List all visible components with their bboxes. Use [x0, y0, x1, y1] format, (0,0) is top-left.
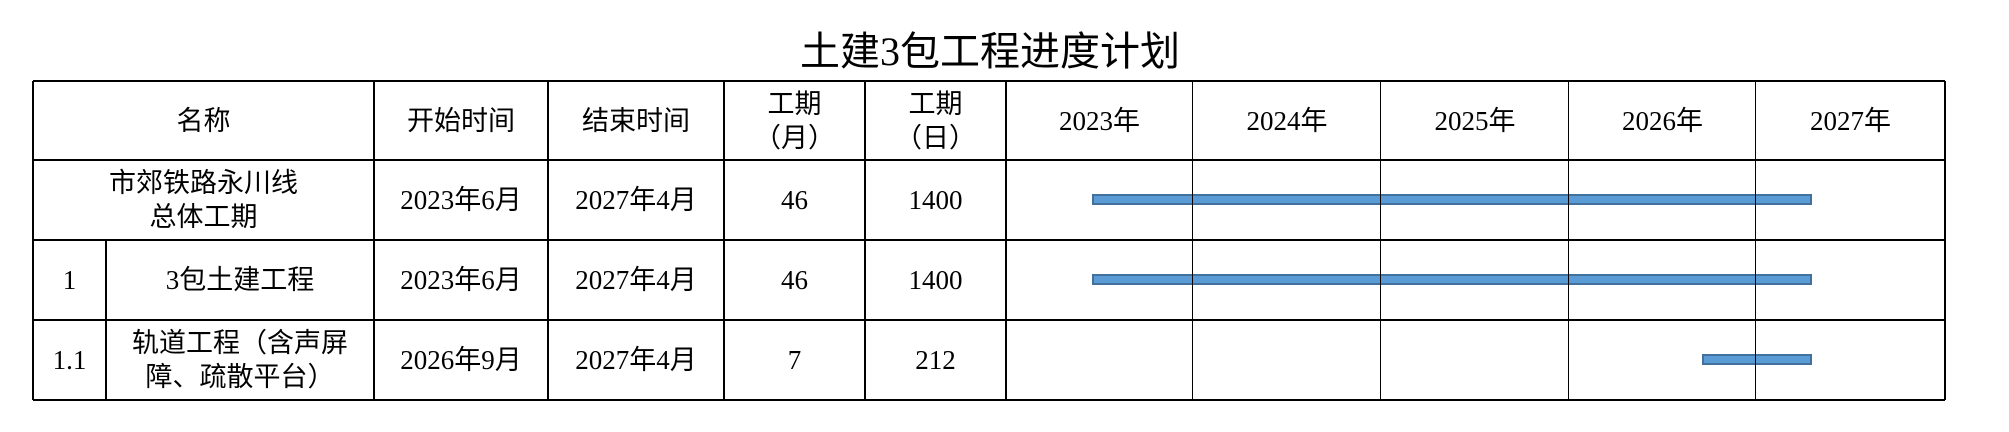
header-year-text: 2027年 [1810, 105, 1891, 136]
page-title: 土建3包工程进度计划 [800, 29, 1180, 74]
row-name-text: 轨道工程（含声屏 [132, 328, 348, 358]
row-months-text: 7 [787, 345, 802, 375]
column-divider [105, 240, 107, 400]
header-year-text: 2023年 [1059, 105, 1140, 136]
row-name: 轨道工程（含声屏 障、疏散平台） [106, 320, 374, 400]
column-divider [1192, 81, 1193, 400]
row-months-text: 46 [781, 185, 808, 215]
header-months-text: 工期 [767, 88, 822, 119]
header-name-text: 名称 [176, 105, 231, 136]
row-end: 2027年4月 [548, 160, 724, 240]
row-months: 46 [724, 160, 865, 240]
row-months-text: 46 [781, 265, 808, 295]
header-year: 2026年 [1569, 81, 1756, 160]
row-name-text: 障、疏散平台） [145, 362, 335, 392]
header-year: 2023年 [1006, 81, 1193, 160]
header-days: 工期 （日） [865, 81, 1006, 160]
header-months-text: （月） [754, 122, 835, 153]
row-days: 212 [865, 320, 1006, 400]
row-name-text: 总体工期 [149, 202, 258, 232]
header-days-text: 工期 [908, 88, 963, 119]
row-months: 7 [724, 320, 865, 400]
column-divider [547, 81, 549, 400]
row-days-text: 1400 [908, 185, 963, 215]
column-divider [1755, 81, 1756, 400]
row-start: 2026年9月 [374, 320, 548, 400]
header-year-text: 2024年 [1246, 105, 1328, 136]
column-divider [864, 81, 866, 400]
row-end-text: 2027年4月 [575, 185, 697, 215]
row-divider [33, 80, 1945, 82]
header-year-text: 2026年 [1622, 105, 1703, 136]
row-number-text: 1.1 [52, 345, 87, 375]
row-divider [33, 399, 1945, 401]
row-number: 1.1 [33, 320, 106, 400]
row-number: 1 [33, 240, 106, 320]
column-divider [373, 81, 375, 400]
header-year: 2025年 [1381, 81, 1569, 160]
header-name: 名称 [33, 81, 374, 160]
header-start-text: 开始时间 [407, 105, 515, 136]
row-name-text: 3包土建工程 [165, 265, 315, 295]
column-divider [1944, 81, 1946, 400]
header-year-text: 2025年 [1434, 105, 1516, 136]
gantt-bar [1092, 194, 1812, 205]
row-start-text: 2023年6月 [400, 185, 522, 215]
row-end: 2027年4月 [548, 240, 724, 320]
header-months: 工期 （月） [724, 81, 865, 160]
row-days: 1400 [865, 240, 1006, 320]
column-divider [1005, 81, 1007, 400]
row-months: 46 [724, 240, 865, 320]
column-divider [723, 81, 725, 400]
row-days-text: 212 [915, 345, 956, 375]
header-end: 结束时间 [548, 81, 724, 160]
row-start: 2023年6月 [374, 240, 548, 320]
row-end: 2027年4月 [548, 320, 724, 400]
gantt-bar [1702, 354, 1812, 365]
header-year: 2027年 [1756, 81, 1945, 160]
header-end-text: 结束时间 [582, 105, 690, 136]
row-number-text: 1 [62, 265, 77, 295]
row-divider [33, 159, 1945, 161]
row-name: 3包土建工程 [106, 240, 374, 320]
row-days-text: 1400 [908, 265, 963, 295]
row-divider [33, 239, 1945, 241]
header-start: 开始时间 [374, 81, 548, 160]
row-days: 1400 [865, 160, 1006, 240]
row-start-text: 2026年9月 [400, 345, 522, 375]
column-divider [32, 81, 34, 400]
row-start: 2023年6月 [374, 160, 548, 240]
header-year: 2024年 [1193, 81, 1381, 160]
column-divider [1568, 81, 1569, 400]
row-end-text: 2027年4月 [575, 345, 697, 375]
row-name: 市郊铁路永川线 总体工期 [33, 160, 374, 240]
column-divider [1380, 81, 1381, 400]
row-name-text: 市郊铁路永川线 [109, 168, 298, 198]
row-end-text: 2027年4月 [575, 265, 697, 295]
row-divider [33, 319, 1945, 321]
gantt-bar [1092, 274, 1812, 285]
header-days-text: （日） [895, 122, 976, 153]
row-start-text: 2023年6月 [400, 265, 522, 295]
